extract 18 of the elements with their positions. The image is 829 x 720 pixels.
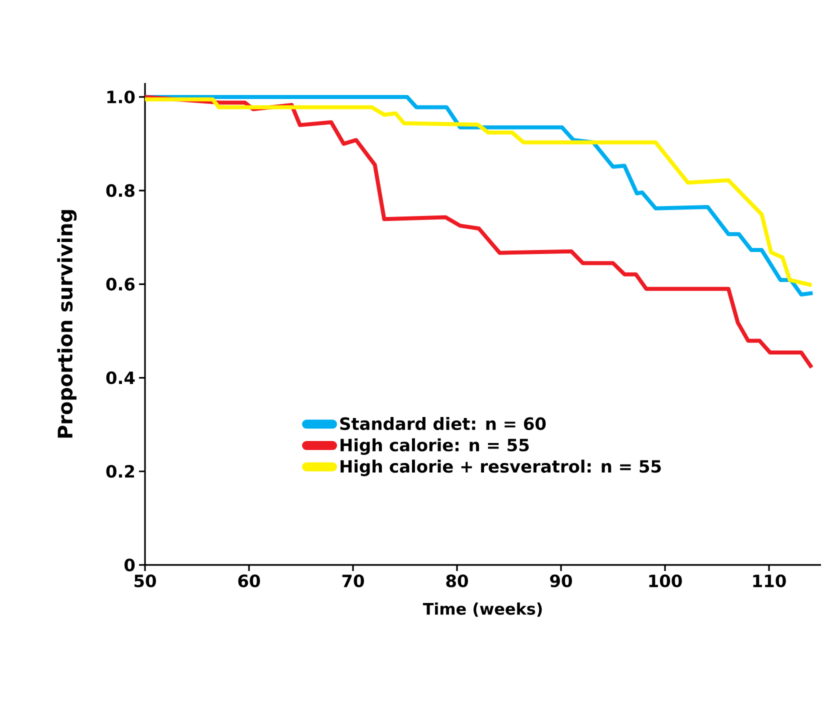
- y-tick-label: 0.2: [106, 464, 134, 478]
- y-tick-label: 0.6: [106, 278, 135, 291]
- legend-label: Standard diet: n = 60: [340, 416, 546, 430]
- legend-label: High calorie + resveratrol: n = 55: [340, 460, 661, 476]
- x-tick-label: 110: [753, 574, 786, 588]
- x-tick-label: 80: [446, 574, 468, 588]
- x-tick-label: 100: [649, 574, 682, 588]
- y-tick-label: 0.4: [106, 371, 135, 384]
- x-tick-label: 60: [238, 574, 260, 588]
- y-tick-label: 1.0: [107, 90, 135, 104]
- y-axis-title: Proportion surviving: [57, 210, 77, 438]
- y-tick-label: 0.8: [106, 184, 134, 197]
- y-tick-label: 0: [124, 558, 135, 572]
- x-axis-title: Time (weeks): [422, 602, 542, 617]
- x-tick-label: 70: [342, 574, 364, 588]
- x-tick-label: 90: [550, 574, 572, 588]
- x-tick-label: 50: [134, 574, 156, 588]
- legend-label: High calorie: n = 55: [340, 438, 529, 455]
